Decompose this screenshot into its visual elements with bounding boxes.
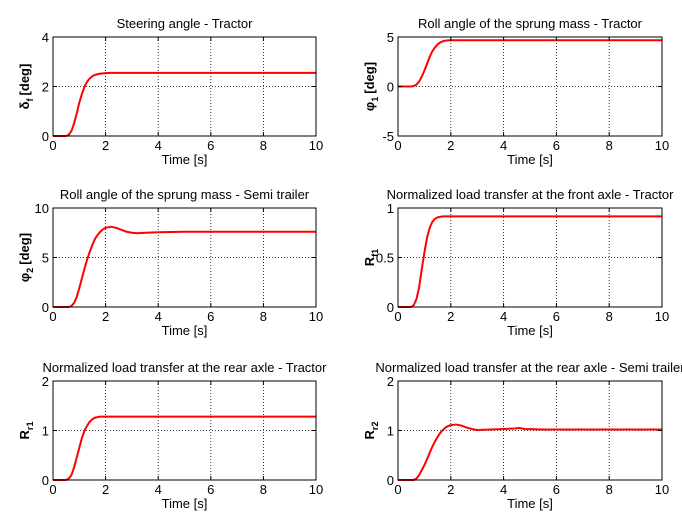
series-line <box>398 423 662 481</box>
x-tick-label: 10 <box>309 138 323 153</box>
subplot-1: 0 2 4 6 8 10 0 2 4 Steering angle - Tractor Time [… <box>17 16 323 167</box>
x-tick-label: 2 <box>102 309 109 324</box>
y-tick-label: 0 <box>42 300 49 315</box>
series-line <box>53 225 316 308</box>
y-axis-subscript: 1 <box>370 97 380 102</box>
x-tick-label: 2 <box>447 309 454 324</box>
x-tick-label: 6 <box>207 138 214 153</box>
x-tick-label: 10 <box>655 482 669 497</box>
x-tick-label: 8 <box>606 309 613 324</box>
y-tick-label: 0 <box>387 300 394 315</box>
y-tick-label: 2 <box>42 80 49 95</box>
series-line <box>398 215 662 308</box>
x-tick-label: 6 <box>553 138 560 153</box>
y-axis-unit: [deg] <box>17 64 32 96</box>
y-axis-symbol: φ <box>362 102 377 111</box>
x-axis-label: Time [s] <box>507 496 553 511</box>
y-tick-label: 1 <box>42 424 49 439</box>
x-tick-label: 4 <box>500 482 507 497</box>
y-tick-label: 4 <box>42 30 49 45</box>
x-axis-label: Time [s] <box>162 323 208 338</box>
series-line <box>53 415 316 481</box>
x-axis-label: Time [s] <box>507 323 553 338</box>
y-axis-label: Rf1 <box>362 249 380 266</box>
y-tick-label: 1 <box>387 424 394 439</box>
y-tick-label: 2 <box>387 374 394 389</box>
y-tick-label: 0 <box>387 473 394 488</box>
plot-title: Normalized load transfer at the front ax… <box>387 187 675 202</box>
plot-title: Roll angle of the sprung mass - Semi tra… <box>60 187 310 202</box>
y-tick-label: 5 <box>42 251 49 266</box>
y-tick-label: 2 <box>42 374 49 389</box>
y-axis-label: Rr2 <box>362 422 380 440</box>
x-tick-label: 10 <box>655 138 669 153</box>
y-axis-subscript: r2 <box>370 422 380 431</box>
x-tick-label: 10 <box>309 482 323 497</box>
y-axis-symbol: R <box>362 256 377 266</box>
x-tick-label: 2 <box>102 138 109 153</box>
y-tick-label: 1 <box>387 201 394 216</box>
y-axis-subscript: 2 <box>25 268 35 273</box>
x-tick-label: 4 <box>500 309 507 324</box>
x-tick-label: 8 <box>260 309 267 324</box>
subplot-3: 0 2 4 6 8 10 0 5 10 Roll angle of the sprung mass… <box>17 187 323 338</box>
y-tick-label: 0 <box>42 473 49 488</box>
y-axis-subscript: f <box>25 97 35 101</box>
x-tick-label: 4 <box>155 482 162 497</box>
y-axis-unit: [deg] <box>362 62 377 94</box>
x-tick-label: 0 <box>394 482 401 497</box>
y-axis-label: φ2 [deg] <box>17 233 35 282</box>
y-tick-label: 0 <box>42 129 49 144</box>
x-axis-label: Time [s] <box>162 152 208 167</box>
plot-title: Roll angle of the sprung mass - Tractor <box>418 16 643 31</box>
y-axis-label: φ1 [deg] <box>362 62 380 111</box>
x-tick-label: 8 <box>260 138 267 153</box>
y-tick-label: 0.5 <box>376 251 394 266</box>
x-tick-label: 0 <box>394 309 401 324</box>
x-tick-label: 2 <box>447 482 454 497</box>
y-axis-label: Rr1 <box>17 422 35 440</box>
x-tick-label: 2 <box>102 482 109 497</box>
series-line <box>53 71 316 137</box>
x-tick-label: 0 <box>49 138 56 153</box>
x-tick-label: 6 <box>553 482 560 497</box>
x-tick-label: 4 <box>155 309 162 324</box>
x-tick-label: 0 <box>49 482 56 497</box>
y-tick-label: 5 <box>387 30 394 45</box>
x-tick-label: 4 <box>500 138 507 153</box>
x-tick-label: 10 <box>655 309 669 324</box>
plot-title: Normalized load transfer at the rear axl… <box>375 360 682 375</box>
plot-title: Steering angle - Tractor <box>117 16 254 31</box>
x-tick-label: 6 <box>207 309 214 324</box>
y-axis-symbol: φ <box>17 273 32 282</box>
y-axis-label: δf[deg] <box>17 64 35 110</box>
y-axis-symbol: R <box>362 429 377 439</box>
y-tick-label: 0 <box>387 80 394 95</box>
x-tick-label: 6 <box>553 309 560 324</box>
y-axis-subscript: r1 <box>25 422 35 431</box>
x-tick-label: 8 <box>260 482 267 497</box>
x-tick-label: 8 <box>606 482 613 497</box>
x-tick-label: 0 <box>394 138 401 153</box>
y-axis-subscript: f1 <box>370 249 380 257</box>
y-axis-symbol: R <box>17 429 32 439</box>
x-tick-label: 6 <box>207 482 214 497</box>
x-tick-label: 0 <box>49 309 56 324</box>
y-axis-symbol: δ <box>17 101 32 109</box>
y-axis-unit: [deg] <box>17 233 32 265</box>
y-tick-label: -5 <box>382 129 394 144</box>
x-tick-label: 4 <box>155 138 162 153</box>
y-tick-label: 10 <box>35 201 49 216</box>
x-tick-label: 10 <box>309 309 323 324</box>
x-tick-label: 8 <box>606 138 613 153</box>
x-axis-label: Time [s] <box>162 496 208 511</box>
x-axis-label: Time [s] <box>507 152 553 167</box>
x-tick-label: 2 <box>447 138 454 153</box>
plot-title: Normalized load transfer at the rear axl… <box>43 360 328 375</box>
